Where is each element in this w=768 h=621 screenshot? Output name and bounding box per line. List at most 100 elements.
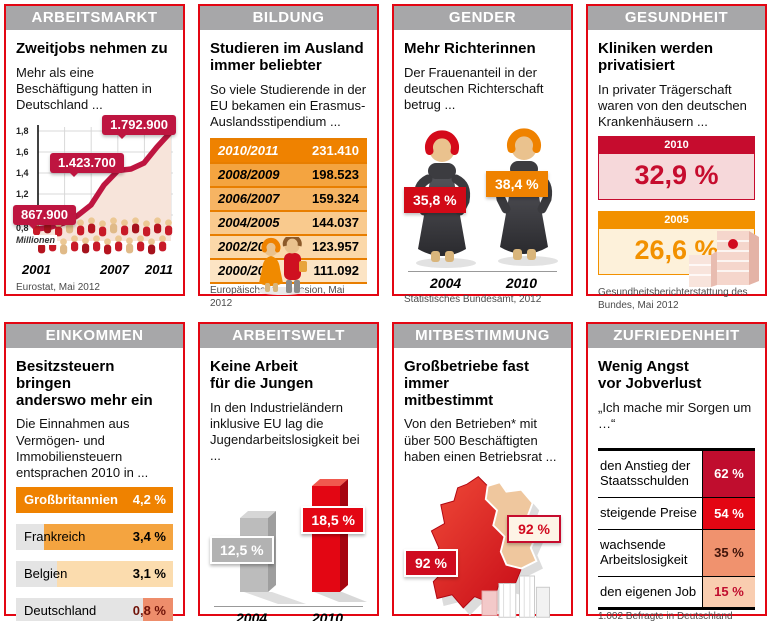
row-value: 159.324 <box>312 190 359 206</box>
value-sign-2010: 38,4 % <box>486 171 548 198</box>
panel-header-mitbestimmung: MITBESTIMMUNG <box>394 324 571 348</box>
baseline-divider <box>408 271 557 273</box>
row-value: 123.957 <box>312 238 359 254</box>
panel-content-arbeitsmarkt: Zweitjobs nehmen zu Mehr als eine Beschä… <box>6 30 183 301</box>
y-tick: 1,4 <box>16 168 29 179</box>
worries-table: den Anstieg der Staatsschulden 62 % stei… <box>598 447 755 611</box>
y-tick: 1,6 <box>16 147 29 158</box>
student-couple-illustration <box>258 236 307 295</box>
panel-lead-text: In den Industrieländern inklusive EU lag… <box>210 399 360 463</box>
stat-box-value: 32,9 % <box>599 153 754 199</box>
panel-title: Wenig Angst vor Jobverlust <box>598 358 702 392</box>
panel-mitbestimmung: MITBESTIMMUNG Großbetriebe fast immer mi… <box>392 322 573 618</box>
panel-content-mitbestimmung: Großbetriebe fast immer mitbestimmt Von … <box>394 348 571 621</box>
country-bar-deutschland: Deutschland 0,8 % <box>16 597 173 621</box>
panel-lead-text: So viele Studierende in der EU bekamen e… <box>210 81 367 129</box>
panel-title: Zweitjobs nehmen zu <box>16 40 168 57</box>
row-year: 2008/2009 <box>218 166 280 182</box>
table-row: den eigenen Job 15 % <box>598 576 755 608</box>
row-label: den Anstieg der Staatsschulden <box>600 457 691 488</box>
data-callout-2001: 867.900 <box>13 205 76 230</box>
second-jobs-line-chart: 1,8 1,6 1,4 1,2 0,8 Millionen <box>13 115 176 259</box>
judge-figures-area: 35,8 % 38,4 % <box>404 119 561 269</box>
bar-label: Frankreich <box>24 528 86 544</box>
year-label-right: 2010 <box>505 275 537 292</box>
source-note: Eurostat, Mai 2012 <box>16 282 100 294</box>
x-label: 2001 <box>22 262 51 278</box>
panel-lead-text: Mehr als eine Beschäftigung hatten in De… <box>16 64 152 113</box>
panel-header-gender: GENDER <box>394 6 571 30</box>
bar-fill <box>16 486 173 513</box>
germany-map-area: 92 % 92 % <box>404 471 561 621</box>
value-sign-2010: 18,5 % <box>301 506 365 535</box>
row-value: 15 % <box>702 576 755 608</box>
row-label: wachsende Arbeitslosigkeit <box>600 536 688 567</box>
survey-quote: „Ich mache mir Sorgen um …“ <box>598 399 752 431</box>
country-bar-grossbritannien: Großbritannien 4,2 % <box>16 486 173 513</box>
stat-box-year: 2010 <box>599 136 754 154</box>
youth-unemployment-bars: 12,5 % 18,5 % <box>210 470 367 605</box>
stat-box-year: 2005 <box>599 211 754 229</box>
row-value: 35 % <box>702 529 755 576</box>
value-sign-2004: 12,5 % <box>210 536 274 565</box>
panel-content-bildung: Studieren im Ausland immer beliebter So … <box>200 30 377 317</box>
row-value: 62 % <box>702 450 755 497</box>
bar-value: 3,1 % <box>132 565 166 581</box>
panel-lead-text: Die Einnahmen aus Vermögen- und Immobili… <box>16 416 149 480</box>
bar-value: 4,2 % <box>132 491 166 507</box>
panel-title: Keine Arbeit für die Jungen <box>210 358 314 392</box>
bar-fill <box>56 560 173 587</box>
panel-header-bildung: BILDUNG <box>200 6 377 30</box>
bar-fill <box>44 523 173 550</box>
panel-lead-text: In privater Trägerschaft waren von den d… <box>598 81 747 129</box>
data-callout-2007: 1.423.700 <box>50 153 124 178</box>
source-note: 1.002 Befragte in Deutschland Forsa für … <box>598 611 733 621</box>
row-value: 231.410 <box>312 142 359 158</box>
x-axis-labels: 2001 2007 2011 <box>16 262 173 281</box>
bar-value: 3,4 % <box>132 528 166 544</box>
panel-bildung: BILDUNG Studieren im Ausland immer belie… <box>198 4 379 309</box>
year-labels: 2004 2010 <box>404 275 561 293</box>
row-label: steigende Preise <box>600 504 697 520</box>
year-label-left: 2004 <box>236 610 268 621</box>
table-row: steigende Preise 54 % <box>598 497 755 530</box>
panel-content-arbeitswelt: Keine Arbeit für die Jungen In den Indus… <box>200 348 377 621</box>
panel-content-zufriedenheit: Wenig Angst vor Jobverlust „Ich mache mi… <box>588 348 765 621</box>
y-tick: 1,8 <box>16 126 29 137</box>
row-value: 198.523 <box>312 166 359 182</box>
panel-arbeitswelt: ARBEITSWELT Keine Arbeit für die Jungen … <box>198 322 379 621</box>
value-sign-west: 92 % <box>404 548 458 577</box>
row-value: 111.092 <box>313 262 359 278</box>
bar-label: Großbritannien <box>24 491 118 507</box>
country-bar-belgien: Belgien 3,1 % <box>16 560 173 587</box>
stat-box-2010: 2010 32,9 % <box>598 135 755 200</box>
year-labels: 2004 2010 <box>210 610 367 621</box>
y-axis-unit-label: Millionen <box>16 235 57 246</box>
y-tick: 0,8 <box>16 223 29 234</box>
panel-title: Studieren im Ausland immer beliebter <box>210 40 364 74</box>
value-sign-2004: 35,8 % <box>404 187 466 214</box>
bar-label: Deutschland <box>24 602 97 618</box>
panel-header-arbeitsmarkt: ARBEITSMARKT <box>6 6 183 30</box>
baseline-divider <box>214 606 363 608</box>
value-sign-east: 92 % <box>507 514 561 543</box>
x-label: 2011 <box>145 262 173 278</box>
germany-map <box>428 475 550 618</box>
panel-zufriedenheit: ZUFRIEDENHEIT Wenig Angst vor Jobverlust… <box>586 322 767 621</box>
hospital-building-illustration <box>689 230 759 287</box>
panel-title: Mehr Richterinnen <box>404 40 536 57</box>
table-row: 2010/2011 231.410 <box>210 139 367 164</box>
source-note: Statistisches Bundesamt, 2012 <box>404 294 542 306</box>
panel-header-arbeitswelt: ARBEITSWELT <box>200 324 377 348</box>
panel-lead-text: Von den Betrieben* mit über 500 Beschäft… <box>404 416 557 464</box>
y-tick: 1,2 <box>16 189 29 200</box>
panel-content-gesundheit: Kliniken werden privatisiert In privater… <box>588 30 765 319</box>
table-row: 2008/2009 198.523 <box>210 163 367 188</box>
year-label-left: 2004 <box>430 275 462 292</box>
panel-arbeitsmarkt: ARBEITSMARKT Zweitjobs nehmen zu Mehr al… <box>4 4 185 296</box>
panel-gesundheit: GESUNDHEIT Kliniken werden privatisiert … <box>586 4 767 311</box>
row-value: 144.037 <box>312 214 359 230</box>
panel-title: Kliniken werden privatisiert <box>598 40 714 74</box>
buildings-illustration <box>481 575 550 618</box>
